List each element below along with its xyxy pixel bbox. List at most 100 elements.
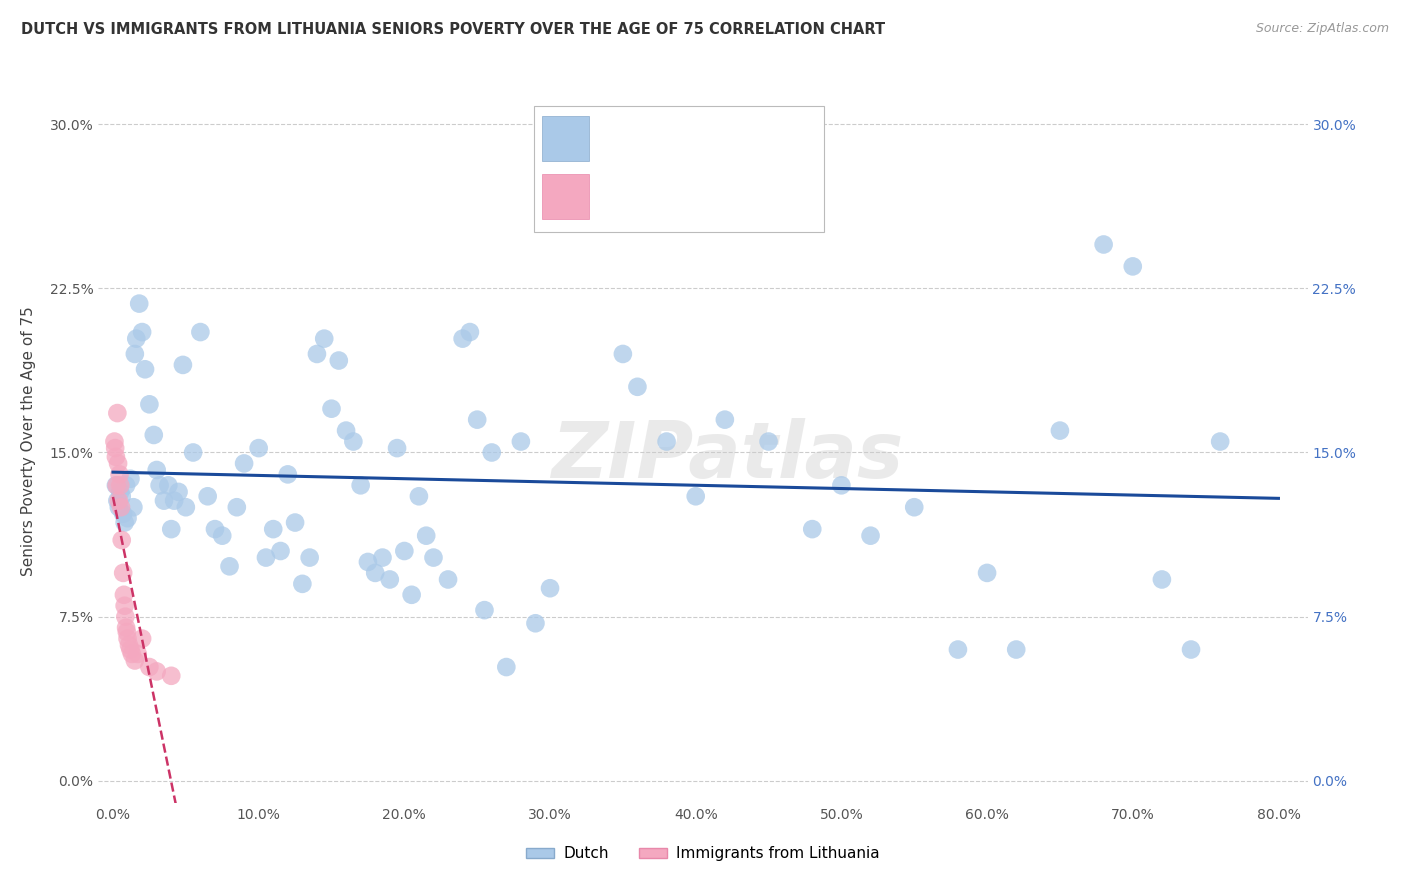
Point	[342, 434, 364, 449]
Point	[685, 489, 707, 503]
Point	[110, 478, 132, 492]
Point	[481, 445, 503, 459]
Point	[946, 642, 969, 657]
Point	[174, 500, 197, 515]
Point	[122, 500, 145, 515]
Point	[103, 434, 125, 449]
Point	[465, 412, 488, 426]
Point	[903, 500, 925, 515]
Point	[104, 441, 127, 455]
Point	[121, 647, 143, 661]
Point	[758, 434, 780, 449]
Point	[111, 489, 134, 503]
Point	[1180, 642, 1202, 657]
Point	[204, 522, 226, 536]
Point	[112, 588, 135, 602]
Point	[1122, 260, 1144, 274]
Point	[108, 500, 131, 515]
Point	[149, 478, 172, 492]
Point	[357, 555, 380, 569]
Point	[157, 478, 180, 492]
Point	[298, 550, 321, 565]
Point	[163, 493, 186, 508]
Point	[247, 441, 270, 455]
Point	[328, 353, 350, 368]
Point	[190, 325, 212, 339]
Point	[714, 412, 737, 426]
Point	[401, 588, 423, 602]
Point	[233, 457, 256, 471]
Point	[160, 669, 183, 683]
Point	[225, 500, 247, 515]
Text: ZIPatlas: ZIPatlas	[551, 418, 903, 494]
Point	[138, 660, 160, 674]
Y-axis label: Seniors Poverty Over the Age of 75: Seniors Poverty Over the Age of 75	[21, 307, 35, 576]
Point	[114, 599, 136, 613]
Text: Source: ZipAtlas.com: Source: ZipAtlas.com	[1256, 22, 1389, 36]
Point	[127, 647, 149, 661]
Point	[458, 325, 481, 339]
Point	[110, 500, 132, 515]
Point	[270, 544, 292, 558]
Point	[284, 516, 307, 530]
Point	[167, 484, 190, 499]
Point	[172, 358, 194, 372]
Point	[115, 625, 138, 640]
Point	[451, 332, 474, 346]
Point	[612, 347, 634, 361]
Point	[142, 428, 165, 442]
Point	[830, 478, 852, 492]
Point	[117, 632, 139, 646]
Point	[120, 472, 142, 486]
Point	[117, 511, 139, 525]
Point	[801, 522, 824, 536]
Point	[385, 441, 408, 455]
Point	[495, 660, 517, 674]
Legend: Dutch, Immigrants from Lithuania: Dutch, Immigrants from Lithuania	[520, 840, 886, 867]
Point	[105, 478, 128, 492]
Point	[364, 566, 387, 580]
Point	[305, 347, 328, 361]
Point	[107, 457, 129, 471]
Point	[254, 550, 277, 565]
Point	[108, 467, 131, 482]
Point	[568, 200, 591, 214]
Point	[114, 609, 136, 624]
Point	[1092, 237, 1115, 252]
Point	[145, 463, 167, 477]
Point	[422, 550, 444, 565]
Point	[128, 296, 150, 310]
Point	[408, 489, 430, 503]
Point	[859, 529, 882, 543]
Point	[976, 566, 998, 580]
Point	[115, 478, 138, 492]
Point	[115, 621, 138, 635]
Point	[1049, 424, 1071, 438]
Point	[125, 332, 148, 346]
Point	[181, 445, 204, 459]
Point	[104, 450, 127, 464]
Point	[111, 533, 134, 547]
Point	[108, 493, 131, 508]
Point	[415, 529, 437, 543]
Point	[1209, 434, 1232, 449]
Point	[1150, 573, 1173, 587]
Point	[655, 434, 678, 449]
Point	[291, 577, 314, 591]
Point	[335, 424, 357, 438]
Point	[1005, 642, 1028, 657]
Point	[394, 544, 416, 558]
Point	[626, 380, 648, 394]
Point	[112, 507, 135, 521]
Point	[378, 573, 401, 587]
Point	[105, 493, 128, 508]
Point	[437, 573, 460, 587]
Point	[124, 347, 146, 361]
Point	[145, 665, 167, 679]
Text: DUTCH VS IMMIGRANTS FROM LITHUANIA SENIORS POVERTY OVER THE AGE OF 75 CORRELATIO: DUTCH VS IMMIGRANTS FROM LITHUANIA SENIO…	[21, 22, 886, 37]
Point	[509, 434, 531, 449]
Point	[153, 493, 176, 508]
Point	[105, 406, 128, 420]
Point	[538, 581, 561, 595]
Point	[524, 616, 547, 631]
